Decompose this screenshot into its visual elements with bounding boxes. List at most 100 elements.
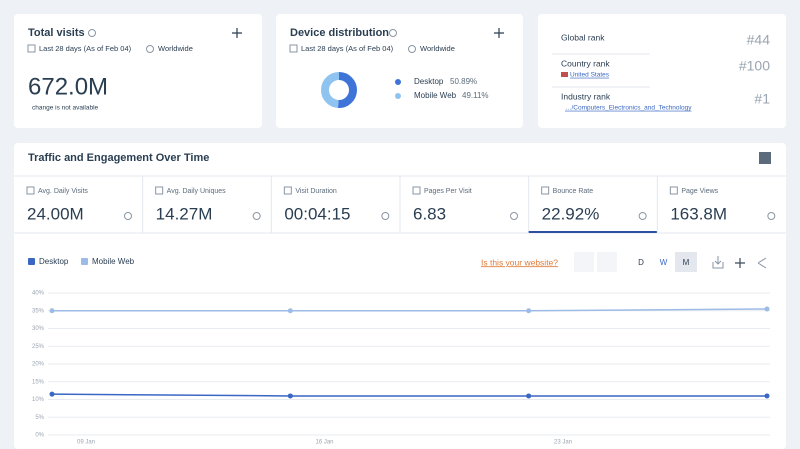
period: Last 28 days (As of Feb 04) (301, 44, 394, 53)
data-point (49, 308, 55, 314)
metric-icon (283, 186, 292, 195)
series-line (51, 393, 767, 397)
rank-value: #1 (754, 91, 770, 107)
info-icon[interactable] (389, 29, 397, 37)
metric-icon (412, 186, 421, 195)
series-line (52, 308, 768, 312)
metric-label: Avg. Daily Uniques (167, 188, 227, 195)
metric-icon (26, 186, 35, 195)
metric-value: 22.92% (542, 204, 600, 223)
data-point (287, 393, 293, 399)
chart-type-button[interactable] (574, 252, 594, 272)
card (14, 143, 786, 449)
data-point (764, 306, 770, 312)
x-tick-label: 23 Jan (554, 440, 572, 446)
add-button[interactable] (232, 28, 242, 38)
rank-label: Industry rank (561, 91, 611, 101)
x-tick-label: 09 Jan (77, 440, 95, 446)
metric-label: Bounce Rate (553, 188, 594, 195)
metric-icon (155, 186, 164, 195)
metric-value: 6.83 (413, 204, 446, 223)
info-icon[interactable] (767, 212, 776, 220)
info-icon[interactable] (638, 212, 647, 220)
legend-label: Mobile Web (414, 91, 457, 100)
chart-type-button[interactable] (597, 252, 617, 272)
rank-link[interactable]: …/Computers_Electronics_and_Technology (565, 105, 692, 112)
export-icon[interactable] (759, 152, 771, 164)
legend-dot (395, 93, 401, 99)
flag-icon (561, 72, 568, 77)
metric-icon (541, 186, 550, 195)
rank-label: Global rank (561, 32, 605, 42)
x-tick-label: 16 Jan (315, 440, 333, 446)
legend-checkbox[interactable] (81, 258, 88, 265)
data-point (287, 308, 293, 314)
metric-label: Page Views (681, 188, 718, 195)
download-icon[interactable] (712, 256, 724, 269)
share-icon[interactable] (757, 257, 767, 269)
info-icon[interactable] (124, 212, 132, 220)
legend-value: 49.11% (462, 91, 489, 100)
claim-link[interactable]: Is this your website? (481, 257, 558, 267)
add-button[interactable] (494, 28, 504, 38)
y-tick-label: 0% (35, 433, 44, 439)
y-tick-label: 15% (32, 379, 45, 385)
metric-value: 14.27M (156, 204, 213, 223)
legend-label[interactable]: Mobile Web (92, 257, 135, 266)
card-title: Total visits (28, 27, 85, 39)
kpi-note: change is not available (32, 105, 99, 112)
calendar-icon (289, 44, 298, 53)
data-point (764, 393, 770, 399)
legend-label[interactable]: Desktop (39, 257, 69, 266)
metric-value: 24.00M (27, 204, 84, 223)
info-icon[interactable] (510, 212, 518, 220)
donut-segment (321, 72, 340, 108)
y-tick-label: 5% (35, 415, 44, 421)
rank-link[interactable]: United States (570, 72, 610, 79)
globe-icon (146, 45, 154, 53)
y-tick-label: 30% (32, 326, 45, 332)
y-tick-label: 20% (32, 362, 45, 368)
region: Worldwide (158, 44, 193, 53)
rank-label: Country rank (561, 58, 610, 68)
info-icon[interactable] (381, 212, 390, 220)
metric-label: Pages Per Visit (424, 188, 472, 195)
y-tick-label: 10% (32, 397, 45, 403)
info-icon[interactable] (252, 212, 261, 220)
card (538, 14, 786, 128)
region: Worldwide (420, 44, 455, 53)
y-tick-label: 40% (32, 291, 45, 297)
section-title: Traffic and Engagement Over Time (28, 152, 209, 164)
granularity-button[interactable]: W (660, 258, 668, 267)
granularity-button[interactable]: M (683, 258, 690, 267)
rank-value: #100 (739, 58, 770, 74)
donut-segment (338, 72, 357, 108)
y-tick-label: 25% (32, 344, 45, 350)
y-tick-label: 35% (32, 308, 45, 314)
kpi-value: 672.0M (28, 73, 108, 100)
selected-granularity (675, 252, 697, 272)
metric-icon (669, 186, 678, 195)
legend-checkbox[interactable] (28, 258, 35, 265)
info-icon[interactable] (88, 29, 96, 37)
period: Last 28 days (As of Feb 04) (39, 44, 132, 53)
data-point (49, 391, 55, 397)
card (14, 14, 262, 128)
data-point (526, 393, 532, 399)
card (276, 14, 523, 128)
calendar-icon (27, 44, 36, 53)
rank-value: #44 (747, 32, 771, 48)
metric-value: 00:04:15 (284, 204, 350, 223)
card-title: Device distribution (290, 27, 389, 39)
metric-value: 163.8M (670, 204, 727, 223)
metric-label: Visit Duration (295, 188, 337, 195)
legend-dot (395, 79, 401, 85)
globe-icon (408, 45, 416, 53)
legend-value: 50.89% (450, 77, 477, 86)
granularity-button[interactable]: D (638, 258, 644, 267)
legend-label: Desktop (414, 77, 444, 86)
data-point (526, 308, 532, 314)
add-icon[interactable] (735, 258, 745, 268)
